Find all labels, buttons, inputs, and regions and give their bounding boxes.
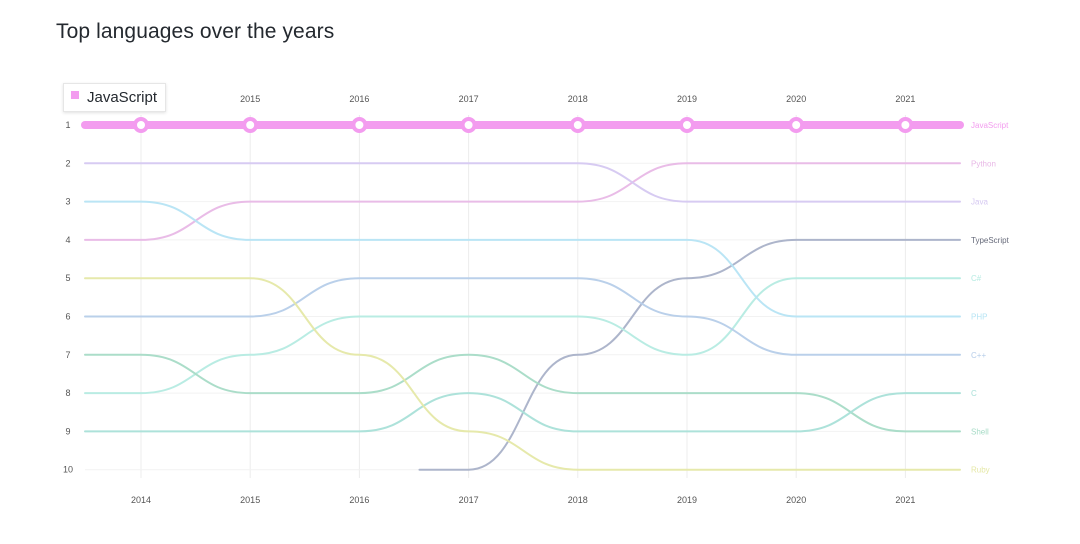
series-line <box>84 353 961 433</box>
series-line <box>84 277 961 471</box>
series-line <box>84 162 961 241</box>
data-point <box>133 117 149 133</box>
series-line <box>84 392 961 433</box>
rank-tick-label: 3 <box>65 197 70 207</box>
tooltip-swatch-icon <box>71 90 79 99</box>
series-end-label: TypeScript <box>971 236 1010 245</box>
series-end-label: JavaScript <box>971 121 1009 130</box>
top-year-tick-label: 2020 <box>786 94 806 104</box>
series-end-label: Java <box>971 198 988 207</box>
bottom-year-tick-label: 2016 <box>349 495 369 505</box>
series-end-label: C++ <box>971 351 986 360</box>
series-lines <box>84 162 961 471</box>
rank-tick-label: 2 <box>65 158 70 168</box>
top-year-tick-label: 2015 <box>240 94 260 104</box>
grid <box>85 115 960 478</box>
rank-tick-label: 10 <box>63 465 73 475</box>
rank-tick-label: 4 <box>65 235 70 245</box>
series-line <box>84 277 961 356</box>
data-point <box>897 117 914 133</box>
data-point <box>351 117 368 133</box>
rank-tick-label: 9 <box>65 426 70 436</box>
bottom-year-tick-label: 2019 <box>677 495 697 505</box>
series-end-label: PHP <box>971 313 987 322</box>
data-point <box>460 117 477 133</box>
bottom-year-tick-label: 2017 <box>459 495 479 505</box>
series-line <box>418 238 961 471</box>
top-year-tick-label: 2017 <box>459 94 479 104</box>
axes: 2015 2016 2017 2018 2019 2020 2021 2014 2015 2016… <box>63 94 915 505</box>
top-year-tick-label: 2016 <box>349 94 369 104</box>
bottom-year-tick-label: 2015 <box>240 495 260 505</box>
bottom-year-tick-label: 2018 <box>568 495 588 505</box>
series-tooltip: JavaScript <box>63 83 167 112</box>
top-year-tick-label: 2018 <box>568 94 588 104</box>
rank-tick-label: 6 <box>65 312 70 322</box>
series-end-label: Python <box>971 159 996 168</box>
bottom-year-tick-label: 2014 <box>131 495 151 505</box>
rank-tick-label: 8 <box>65 388 70 398</box>
bottom-year-tick-label: 2020 <box>786 495 806 505</box>
series-line <box>84 277 961 395</box>
highlighted-series <box>81 117 964 133</box>
rank-tick-label: 7 <box>65 350 70 360</box>
series-end-label: Shell <box>971 427 989 436</box>
series-line <box>84 200 961 318</box>
data-point <box>242 117 259 133</box>
bottom-year-tick-label: 2021 <box>895 495 915 505</box>
series-end-labels: JavaScript Python Java TypeScript C# PHP C++ Sh… <box>971 121 1010 475</box>
series-end-label: C <box>971 389 977 398</box>
data-point <box>679 117 695 133</box>
top-year-tick-label: 2019 <box>677 94 697 104</box>
rank-tick-label: 5 <box>65 273 70 283</box>
page-title: Top languages over the years <box>56 20 335 43</box>
series-line <box>84 162 961 203</box>
rank-tick-label: 1 <box>65 120 70 130</box>
top-year-tick-label: 2021 <box>895 94 915 104</box>
data-point <box>788 117 805 133</box>
tooltip-label: JavaScript <box>87 89 158 106</box>
series-end-label: C# <box>971 274 982 283</box>
series-end-label: Ruby <box>971 466 990 475</box>
data-point <box>569 117 586 133</box>
